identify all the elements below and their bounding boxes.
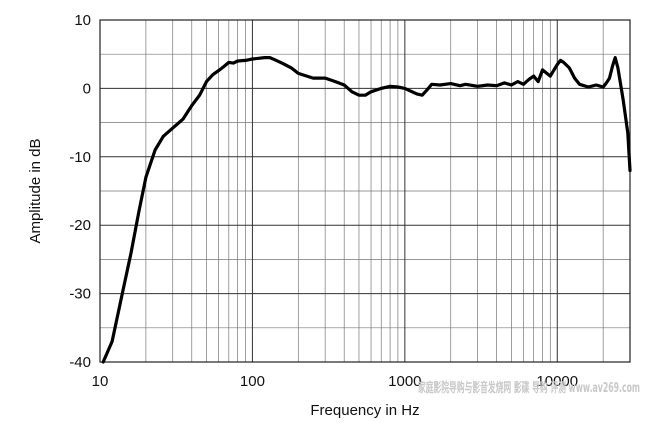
y-tick-label: -40 bbox=[69, 354, 91, 371]
watermark: 家庭影院导购与影音发烧网 影碟 导购 评测 www.av269.com bbox=[418, 380, 640, 396]
grid-major bbox=[100, 20, 630, 362]
x-tick-label: 10000 bbox=[536, 373, 578, 390]
grid-minor bbox=[100, 20, 630, 362]
x-tick-label: 100 bbox=[240, 373, 265, 390]
series-line bbox=[101, 56, 632, 364]
y-tick-label: -30 bbox=[69, 286, 91, 303]
y-tick-label: -20 bbox=[69, 217, 91, 234]
y-tick-label: 10 bbox=[74, 12, 91, 29]
plot-frame bbox=[99, 19, 631, 363]
x-tick-labels: 10 100 1000 10000 bbox=[92, 373, 578, 390]
y-tick-label: 0 bbox=[83, 80, 91, 97]
y-axis-title: Amplitude in dB bbox=[27, 138, 44, 243]
x-axis-title: Frequency in Hz bbox=[310, 402, 419, 419]
y-tick-labels: 10 0 -10 -20 -30 -40 bbox=[69, 12, 91, 371]
x-tick-label: 10 bbox=[92, 373, 109, 390]
x-tick-label: 1000 bbox=[388, 373, 421, 390]
y-tick-label: -10 bbox=[69, 149, 91, 166]
